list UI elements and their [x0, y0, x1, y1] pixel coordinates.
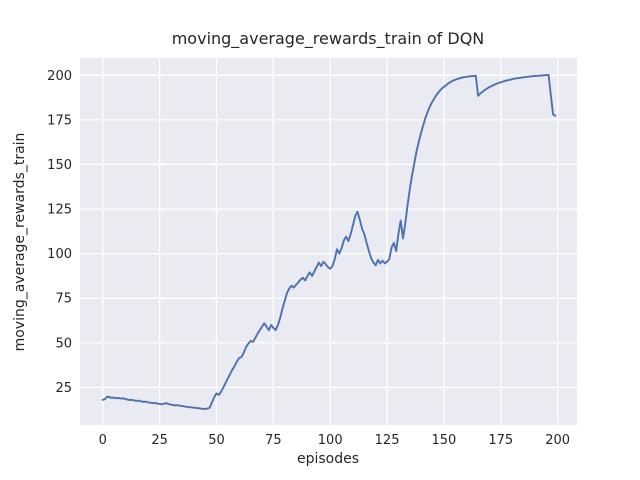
x-axis-ticks: 0 25 50 75 100 125 150 175 200: [99, 433, 570, 448]
y-tick-label: 50: [55, 336, 72, 351]
x-tick-label: 50: [208, 433, 225, 448]
y-axis-ticks: 25 50 75 100 125 150 175 200: [47, 69, 72, 396]
y-tick-label: 75: [55, 292, 72, 307]
y-tick-label: 150: [47, 158, 72, 173]
plot-area: [80, 58, 577, 425]
x-tick-label: 175: [488, 433, 513, 448]
y-tick-label: 175: [47, 113, 72, 128]
x-tick-label: 0: [99, 433, 107, 448]
y-axis-label: moving_average_rewards_train: [12, 133, 28, 352]
y-tick-label: 200: [47, 69, 72, 84]
x-tick-label: 25: [151, 433, 168, 448]
x-tick-label: 125: [375, 433, 400, 448]
x-tick-label: 100: [318, 433, 343, 448]
x-tick-label: 200: [545, 433, 570, 448]
y-tick-label: 125: [47, 203, 72, 218]
x-tick-label: 75: [265, 433, 282, 448]
grid: [80, 58, 577, 425]
reward-line-series: [101, 73, 557, 410]
x-tick-label: 150: [432, 433, 457, 448]
y-tick-label: 25: [55, 381, 72, 396]
y-tick-label: 100: [47, 247, 72, 262]
chart-title: moving_average_rewards_train of DQN: [172, 29, 485, 49]
x-axis-label: episodes: [297, 451, 359, 467]
